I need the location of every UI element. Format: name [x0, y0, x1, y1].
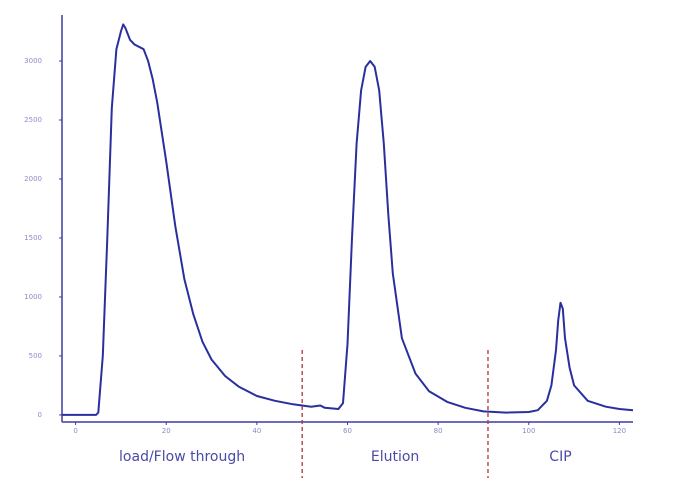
- region-label: CIP: [549, 449, 571, 465]
- x-tick-label: 40: [252, 427, 261, 435]
- signal-line: [62, 23, 634, 416]
- y-tick-label: 500: [29, 352, 42, 360]
- y-tick-label: 2000: [24, 175, 42, 183]
- region-label: load/Flow through: [119, 449, 245, 465]
- x-tick-label: 100: [522, 427, 535, 435]
- x-tick-label: 60: [343, 427, 352, 435]
- y-tick-label: 0: [38, 411, 42, 419]
- x-tick-label: 20: [162, 427, 171, 435]
- y-tick-label: 2500: [24, 116, 42, 124]
- x-tick-label: 80: [434, 427, 443, 435]
- y-tick-label: 3000: [24, 57, 42, 65]
- x-tick-label: 120: [613, 427, 626, 435]
- y-tick-label: 1000: [24, 293, 42, 301]
- y-tick-label: 1500: [24, 234, 42, 242]
- region-label: Elution: [371, 449, 419, 465]
- x-tick-label: 0: [73, 427, 77, 435]
